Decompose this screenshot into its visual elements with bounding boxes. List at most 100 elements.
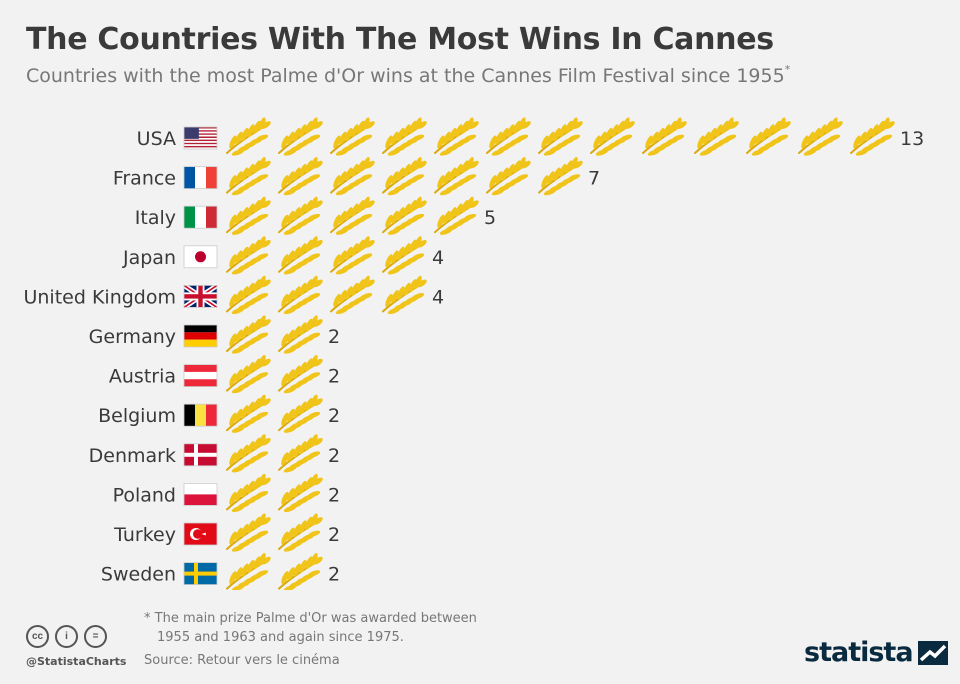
value-label: 4 <box>432 247 444 269</box>
palm-leaf-icon <box>642 117 687 156</box>
chart-title: The Countries With The Most Wins In Cann… <box>26 22 774 57</box>
value-label: 2 <box>328 564 340 586</box>
subtitle-text: Countries with the most Palme d'Or wins … <box>26 65 785 87</box>
license-icons: cc i = <box>26 625 107 648</box>
palm-leaf-icon <box>382 196 427 235</box>
source-note: Source: Retour vers le cinéma <box>144 653 340 668</box>
value-label: 2 <box>328 366 340 388</box>
palm-leaf-icon <box>226 157 271 196</box>
palm-leaf-icon <box>798 117 843 156</box>
palm-leaf-icon <box>746 117 791 156</box>
palm-leaf-icon <box>278 196 323 235</box>
country-label: Poland <box>113 484 176 506</box>
country-label: Denmark <box>89 445 176 467</box>
twitter-handle: @StatistaCharts <box>26 655 127 668</box>
germany-flag-icon <box>183 324 218 348</box>
value-label: 2 <box>328 484 340 506</box>
japan-flag-icon <box>183 245 218 269</box>
palm-leaf-icon <box>486 117 531 156</box>
palm-leaf-icon <box>330 117 375 156</box>
france-flag-icon <box>183 166 218 189</box>
poland-flag-icon <box>183 482 218 506</box>
footnote-line-2: 1955 and 1963 and again since 1975. <box>157 630 404 645</box>
palm-leaf-icon <box>226 196 271 235</box>
palm-leaf-icon <box>330 196 375 235</box>
footnote: * The main prize Palme d'Or was awarded … <box>144 609 477 647</box>
palm-leaf-icon <box>382 157 427 196</box>
italy-flag-icon <box>183 205 218 229</box>
palm-leaf-icon <box>226 513 271 552</box>
palm-leaf-icon <box>278 315 323 354</box>
usa-flag-icon <box>183 126 218 150</box>
palm-leaf-icon <box>278 275 323 315</box>
country-label: USA <box>137 128 176 150</box>
sweden-flag-icon <box>183 562 218 586</box>
value-label: 5 <box>484 207 496 229</box>
palm-leaf-icon <box>850 117 895 156</box>
palme-dor-chart: USA 13 France 7 Italy 5 Japan 4 United Kingdom 4 G… <box>23 117 924 590</box>
country-label: Japan <box>122 247 176 269</box>
statista-logo-icon <box>917 640 948 665</box>
turkey-flag-icon <box>183 522 218 546</box>
palm-leaf-icon <box>538 157 583 196</box>
palm-leaf-icon <box>434 196 479 235</box>
palm-leaf-icon <box>434 117 479 156</box>
subtitle-footnote-mark: * <box>784 63 791 76</box>
palm-leaf-icon <box>486 157 531 196</box>
palm-leaf-icon <box>278 236 323 275</box>
country-label: Sweden <box>101 564 176 586</box>
palm-leaf-icon <box>226 553 271 590</box>
palm-leaf-icon <box>382 236 427 275</box>
by-icon: i <box>55 625 78 648</box>
palm-leaf-icon <box>226 434 271 473</box>
palm-leaf-icon <box>278 117 323 156</box>
country-label: France <box>113 168 176 190</box>
palm-leaf-icon <box>226 394 271 433</box>
value-label: 2 <box>328 405 340 427</box>
country-label: Turkey <box>113 524 176 546</box>
statista-logo: statista <box>804 637 948 668</box>
palm-leaf-icon <box>226 315 271 354</box>
cc-icon: cc <box>26 625 49 648</box>
value-label: 2 <box>328 445 340 467</box>
chart-subtitle: Countries with the most Palme d'Or wins … <box>26 63 791 87</box>
footnote-line-1: * The main prize Palme d'Or was awarded … <box>144 611 477 626</box>
palm-leaf-icon <box>226 236 271 275</box>
palm-leaf-icon <box>278 157 323 196</box>
palm-leaf-icon <box>330 236 375 275</box>
statista-wordmark: statista <box>804 637 914 668</box>
palm-leaf-icon <box>278 434 323 473</box>
country-label: Belgium <box>98 405 176 427</box>
palm-leaf-icon <box>382 275 427 315</box>
value-label: 4 <box>432 286 444 308</box>
value-label: 7 <box>588 168 600 190</box>
palm-leaf-icon <box>226 117 271 156</box>
nd-icon: = <box>84 625 107 648</box>
palm-leaf-icon <box>278 473 323 513</box>
palm-leaf-icon <box>278 553 323 590</box>
belgium-flag-icon <box>183 403 218 427</box>
palm-leaf-icon <box>434 157 479 196</box>
palm-leaf-icon <box>226 275 271 315</box>
country-label: Austria <box>109 366 176 388</box>
austria-flag-icon <box>183 364 218 388</box>
uk-flag-icon <box>182 283 219 310</box>
value-label: 2 <box>328 524 340 546</box>
palm-leaf-icon <box>590 117 635 156</box>
palm-leaf-icon <box>330 157 375 196</box>
palm-leaf-icon <box>538 117 583 156</box>
country-label: Italy <box>135 207 176 229</box>
palm-leaf-icon <box>694 117 739 156</box>
value-label: 13 <box>900 128 924 150</box>
palm-leaf-icon <box>278 355 323 394</box>
value-label: 2 <box>328 326 340 348</box>
palm-leaf-icon <box>382 117 427 156</box>
palm-leaf-icon <box>226 473 271 513</box>
palm-leaf-icon <box>330 275 375 315</box>
palm-leaf-icon <box>226 355 271 394</box>
country-label: Germany <box>89 326 176 348</box>
palm-leaf-icon <box>278 394 323 433</box>
country-label: United Kingdom <box>23 286 176 308</box>
palm-leaf-icon <box>278 513 323 552</box>
denmark-flag-icon <box>183 443 218 467</box>
